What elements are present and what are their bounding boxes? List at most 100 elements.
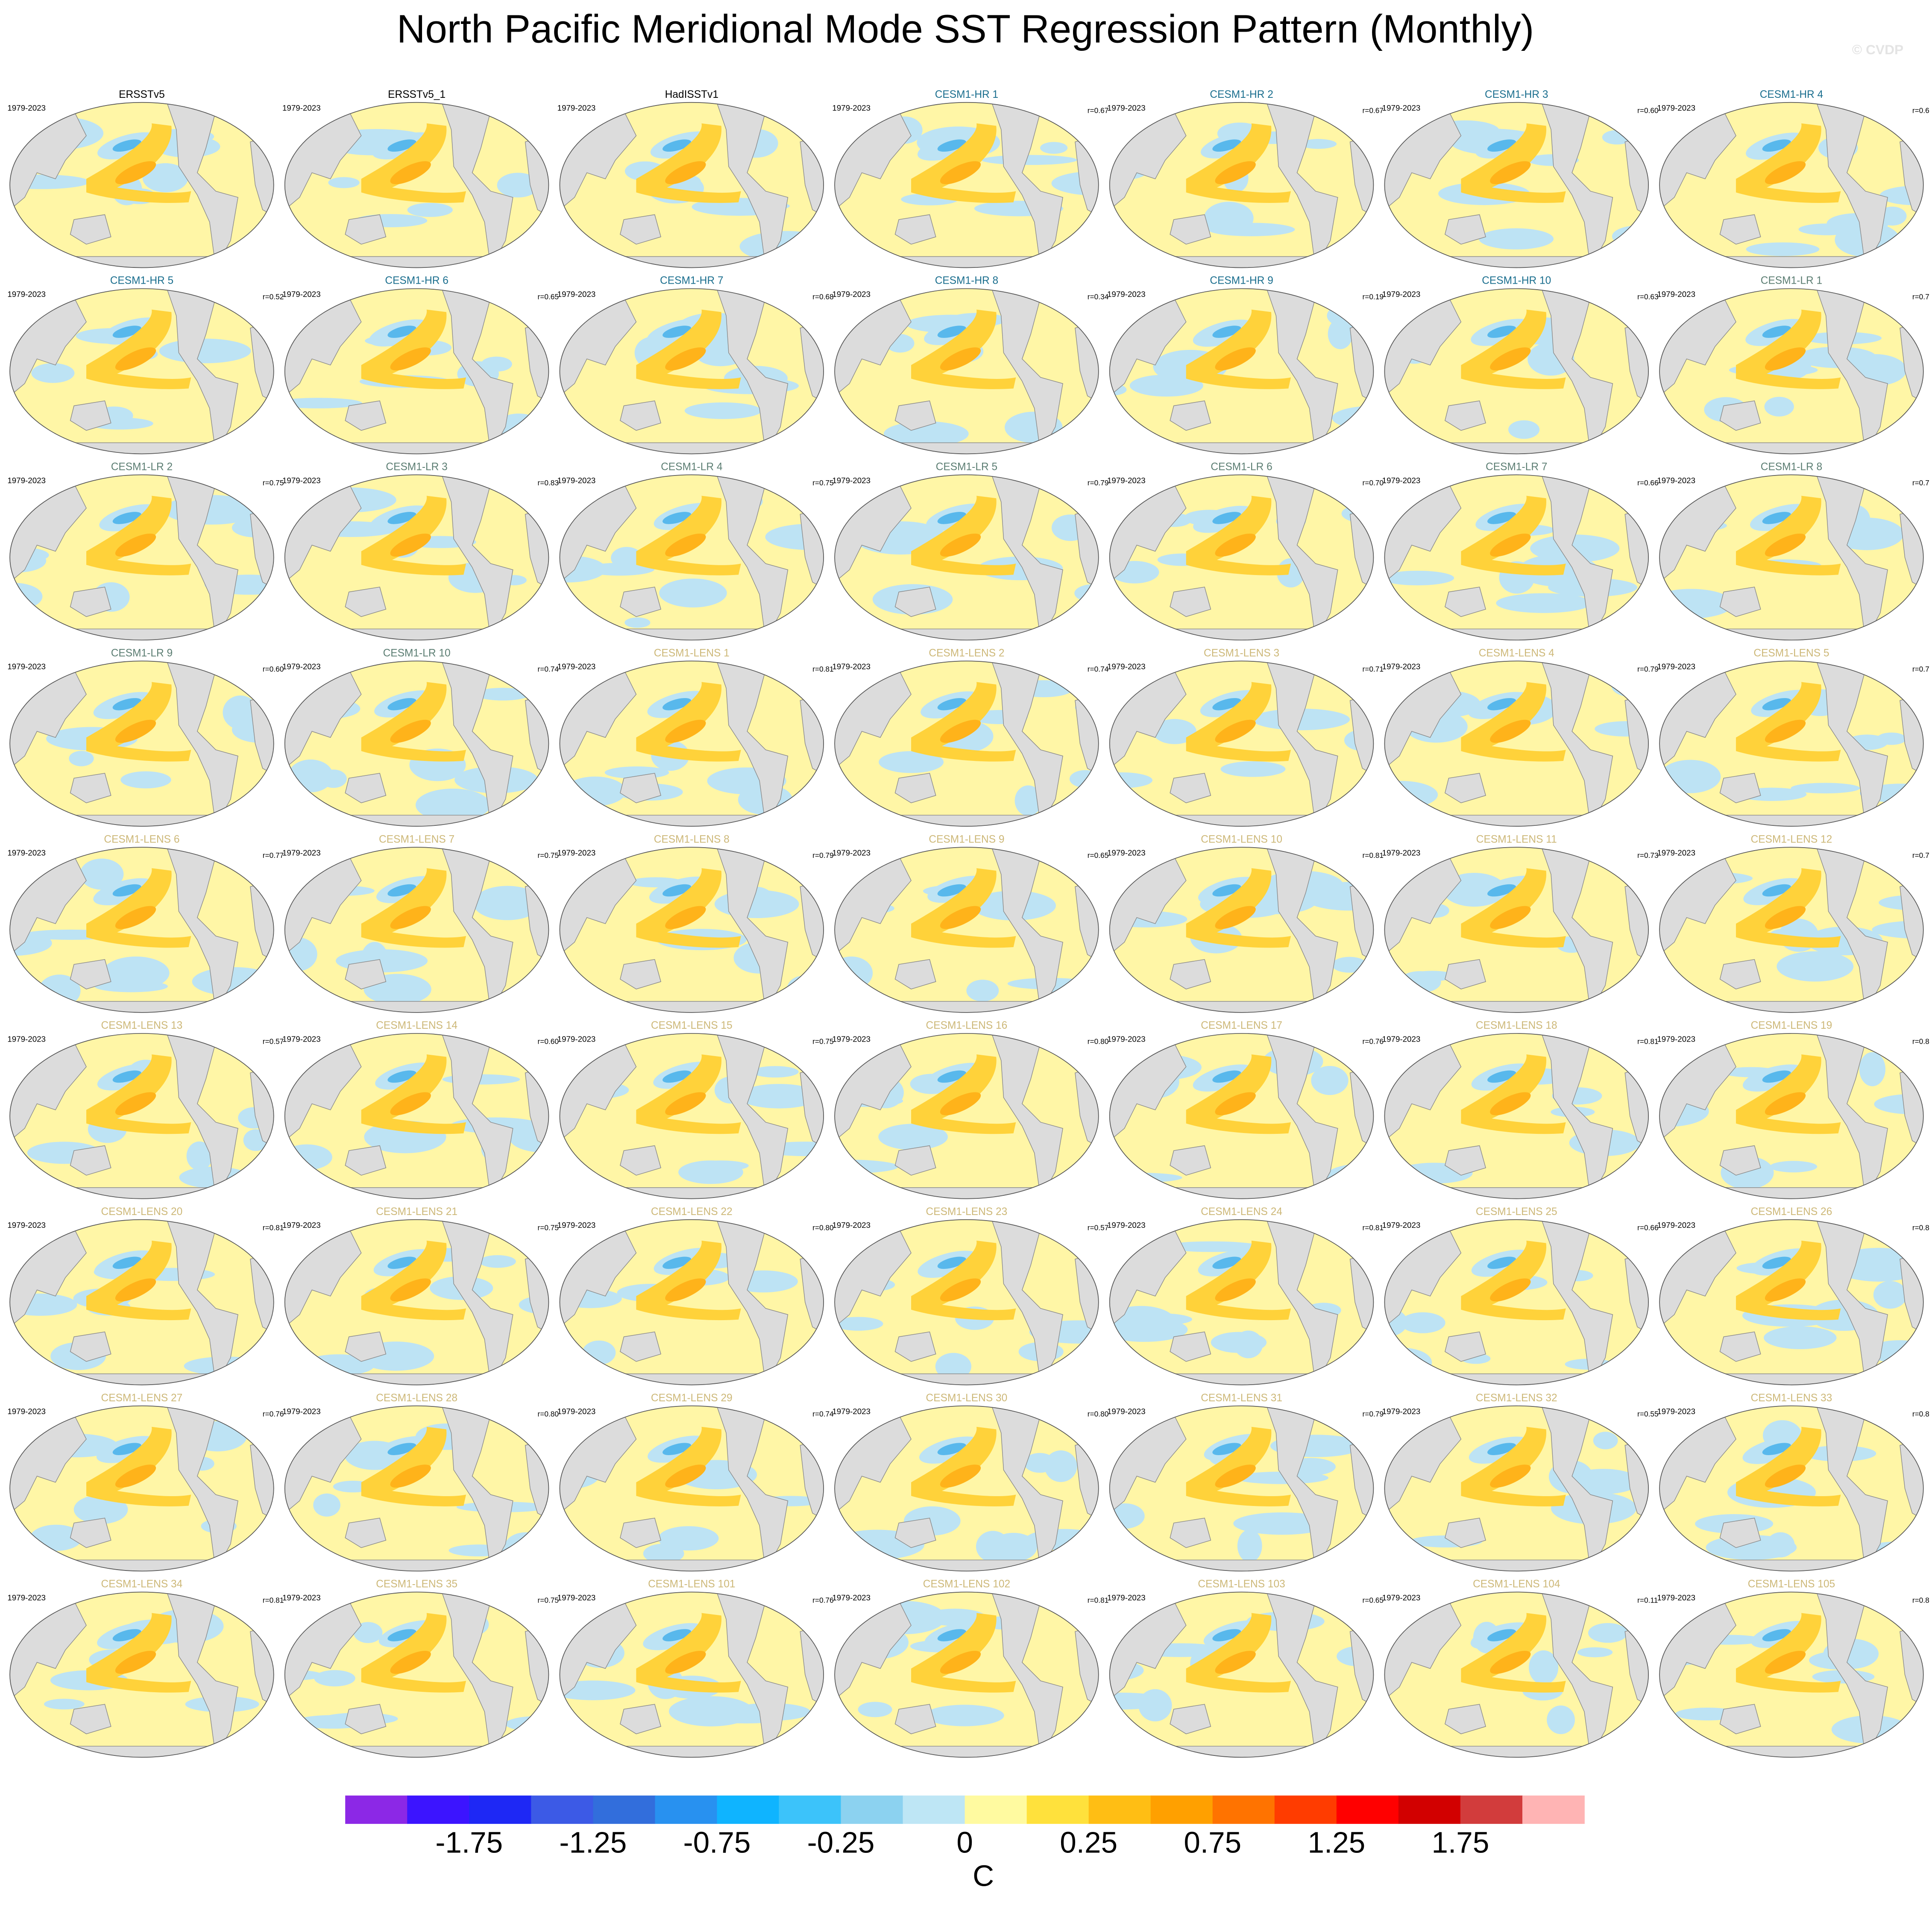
land [1384, 1559, 1649, 1571]
panel-period: 1979-2023 [832, 290, 871, 299]
land [1445, 214, 1486, 245]
negative-anomaly [1109, 1503, 1145, 1529]
panel-title: CESM1-LENS 2 [929, 647, 1004, 659]
land [715, 475, 789, 640]
map-panel: CESM1-LENS 24 1979-2023 r=0.81 [1107, 1206, 1384, 1385]
map-panel: CESM1-LENS 3 1979-2023 r=0.71 [1107, 647, 1384, 827]
negative-anomaly [879, 751, 944, 773]
negative-anomaly [320, 769, 347, 788]
panel-period: 1979-2023 [557, 1221, 596, 1230]
negative-anomaly [1611, 675, 1649, 699]
negative-anomaly [1547, 1705, 1575, 1734]
panel-correlation: r=0.67 [1088, 106, 1109, 114]
colorbar-box [531, 1795, 594, 1824]
map-field [1659, 1033, 1923, 1199]
negative-core [112, 139, 141, 152]
land [894, 587, 936, 617]
map-outline [1384, 1405, 1649, 1572]
negative-anomaly [1400, 1312, 1445, 1333]
positive-anomaly [1736, 1613, 1841, 1693]
land [10, 442, 274, 454]
panel-correlation: r=0.65 [1088, 851, 1109, 860]
land [1659, 256, 1923, 268]
colorbar-units: C [973, 1859, 994, 1892]
negative-core [937, 512, 966, 524]
positive-core [1765, 1278, 1806, 1302]
positive-core [115, 1092, 156, 1115]
map-panel: CESM1-LENS 10 1979-2023 r=0.81 [1107, 834, 1384, 1013]
map-outline [834, 288, 1099, 455]
land [1384, 628, 1649, 640]
panel-title: CESM1-LENS 13 [101, 1020, 183, 1031]
map-outline [1659, 1591, 1924, 1758]
negative-anomaly [407, 203, 453, 217]
negative-anomaly [1211, 1332, 1267, 1353]
land [166, 847, 238, 1013]
land [620, 400, 661, 431]
negative-anomaly [1902, 487, 1923, 513]
panel-period: 1979-2023 [1382, 1221, 1421, 1230]
map-panel: CESM1-HR 1 1979-2023 r=0.67 [832, 89, 1109, 268]
panel-period: 1979-2023 [832, 1593, 871, 1602]
land [1445, 1145, 1486, 1176]
negative-anomaly [353, 1622, 383, 1643]
positive-core [1765, 533, 1806, 557]
negative-anomaly [1138, 1689, 1172, 1722]
positive-anomaly [361, 868, 466, 948]
land [1659, 1746, 1923, 1758]
land [1445, 1518, 1486, 1548]
map-outline [9, 660, 274, 827]
panel-correlation: r=0.8 [1912, 1596, 1929, 1604]
panel-correlation: r=0.71 [1362, 665, 1384, 673]
positive-anomaly [1461, 868, 1566, 948]
map-outline [559, 474, 824, 641]
positive-core [665, 1092, 706, 1115]
land [1659, 1559, 1923, 1571]
map-outline [1109, 1405, 1374, 1572]
map-outline [559, 847, 824, 1013]
positive-core [115, 719, 156, 743]
negative-core [1762, 139, 1791, 152]
colorbar-label: -0.25 [807, 1826, 875, 1859]
map-outline [284, 1405, 549, 1572]
positive-anomaly [1186, 123, 1291, 203]
panel-title: CESM1-LENS 6 [104, 834, 179, 845]
land [715, 1406, 789, 1571]
negative-anomaly [1791, 783, 1860, 794]
panel-title: CESM1-HR 6 [385, 275, 448, 287]
map-outline [1384, 1219, 1649, 1385]
map-field [1659, 1406, 1923, 1571]
map-panel: CESM1-LENS 8 1979-2023 r=0.79 [557, 834, 834, 1013]
land [1445, 1331, 1486, 1362]
negative-core [112, 1443, 141, 1455]
panel-correlation: r=0.77 [263, 851, 284, 860]
negative-core [663, 698, 692, 710]
panel-period: 1979-2023 [1657, 290, 1695, 299]
negative-anomaly [1332, 957, 1367, 973]
negative-core [663, 884, 692, 897]
land [560, 1559, 824, 1571]
panel-title: CESM1-LENS 26 [1751, 1206, 1832, 1218]
map-field [1384, 661, 1649, 827]
map-outline [1384, 847, 1649, 1013]
land [1266, 288, 1338, 454]
panel-correlation: r=0.75 [537, 1596, 559, 1604]
panel-correlation: r=0.76 [263, 1409, 284, 1418]
map-field [835, 1406, 1099, 1571]
map-outline [284, 1033, 549, 1199]
panel-title: CESM1-HR 8 [935, 275, 998, 287]
negative-anomaly [1014, 785, 1042, 816]
colorbar-label: 0 [956, 1826, 973, 1859]
panel-correlation: r=0.8 [1912, 1224, 1929, 1232]
map-field [560, 102, 824, 268]
positive-anomaly [86, 1240, 191, 1321]
panel-correlation: r=0.81 [1362, 1224, 1384, 1232]
map-field [1659, 288, 1923, 454]
negative-anomaly [1895, 615, 1923, 627]
positive-anomaly [1736, 1240, 1841, 1321]
panel-period: 1979-2023 [7, 1593, 46, 1602]
panel-title: CESM1-HR 5 [110, 275, 173, 287]
negative-anomaly [314, 1670, 355, 1687]
map-field [560, 1219, 824, 1385]
land [1719, 1704, 1761, 1735]
